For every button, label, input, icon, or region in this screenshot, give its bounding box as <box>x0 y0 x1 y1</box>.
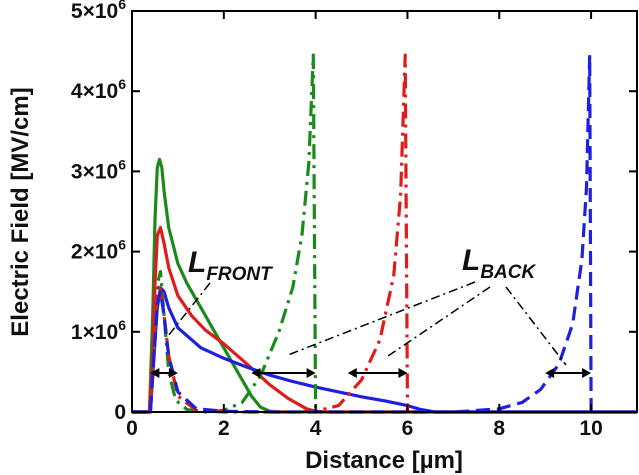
series-line-1 <box>132 157 637 414</box>
annotation-leaders <box>167 281 567 366</box>
annotation-leader-line <box>167 282 211 337</box>
x-tick-label: 4 <box>310 417 322 440</box>
x-tick-label: 2 <box>218 417 230 440</box>
span-arrow <box>251 368 316 378</box>
l-front-main: L <box>188 246 206 279</box>
x-tick-label: 6 <box>402 417 414 440</box>
l-front-annotation: LFRONT <box>188 246 273 285</box>
x-tick-label: 8 <box>493 417 505 440</box>
annotation-leader-line <box>505 286 567 366</box>
l-front-sub: FRONT <box>206 264 273 285</box>
series-line-6 <box>132 53 593 414</box>
y-tick-label: 2×106 <box>71 237 126 264</box>
series-line-2 <box>132 225 637 414</box>
series-line-3 <box>132 286 637 414</box>
y-tick-label: 5×106 <box>71 0 126 23</box>
l-back-sub: BACK <box>480 262 536 283</box>
y-tick-label: 3×106 <box>71 156 126 183</box>
span-arrow <box>545 368 592 378</box>
x-tick-label: 10 <box>579 417 602 440</box>
span-arrow <box>150 368 178 378</box>
l-back-annotation: LBACK <box>462 244 536 283</box>
plot-frame <box>131 10 638 413</box>
y-tick-label: 0 <box>114 401 126 424</box>
axis-ticks: 0 2 4 6 8 10 0 1×106 2×106 3×106 4×106 5×106 <box>71 0 637 440</box>
x-axis-label: Distance [µm] <box>305 447 463 474</box>
span-arrow <box>347 368 408 378</box>
x-tick-label: 0 <box>126 417 138 440</box>
y-tick-label: 4×106 <box>71 76 126 103</box>
span-arrows <box>150 368 592 378</box>
l-back-main: L <box>462 244 480 277</box>
y-tick-label: 1×106 <box>71 317 126 344</box>
annotation-leader-line <box>384 286 491 359</box>
annotation-leader-line <box>287 281 476 356</box>
y-axis-label: Electric Field [MV/cm] <box>7 87 34 336</box>
series-line-5 <box>132 53 410 414</box>
